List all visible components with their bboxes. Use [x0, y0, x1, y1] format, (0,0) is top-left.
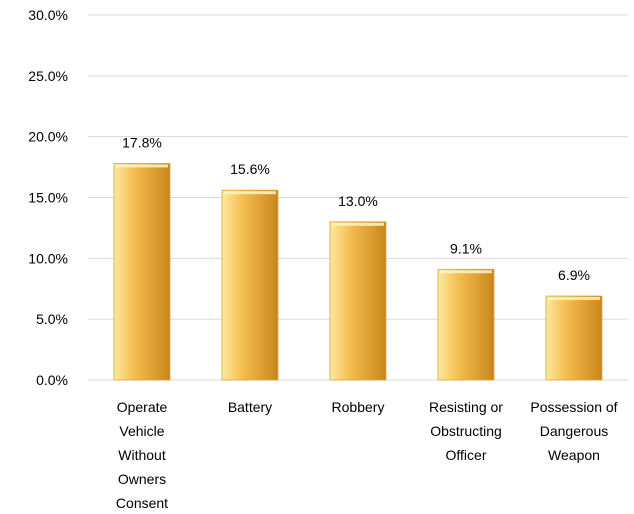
bars [113, 163, 603, 381]
x-tick-label-line: Operate [117, 399, 168, 415]
bar-highlight [332, 222, 384, 226]
x-tick-label: Battery [228, 399, 272, 415]
x-tick-label-line: Dangerous [540, 423, 609, 439]
data-label: 15.6% [230, 161, 270, 177]
x-tick-label-line: Resisting or [429, 399, 503, 415]
x-tick-label: Operate Vehicle Without Owners Consent [116, 399, 168, 511]
y-tick-label: 20.0% [28, 129, 68, 145]
data-label: 6.9% [558, 267, 590, 283]
x-tick-label: Resisting or Obstructing Officer [429, 399, 503, 463]
y-tick-label: 25.0% [28, 68, 68, 84]
bar [545, 295, 603, 381]
y-axis: 0.0% 5.0% 10.0% 15.0% 20.0% 25.0% 30.0% [28, 7, 68, 388]
x-tick-label-line: Vehicle [119, 423, 164, 439]
x-tick-label-line: Consent [116, 495, 168, 511]
x-axis: Operate Vehicle Without Owners Consent Batter… [116, 399, 618, 511]
y-tick-label: 15.0% [28, 190, 68, 206]
bar-highlight [440, 270, 492, 274]
data-label: 9.1% [450, 240, 482, 256]
x-tick-label-line: Battery [228, 399, 272, 415]
x-tick-label-line: Without [118, 447, 166, 463]
bar-highlight [224, 191, 276, 195]
bar [113, 163, 171, 381]
data-labels: 17.8% 15.6% 13.0% 9.1% 6.9% [122, 134, 590, 283]
bar [437, 268, 495, 381]
x-tick-label-line: Robbery [332, 399, 385, 415]
y-tick-label: 5.0% [36, 311, 68, 327]
bar-highlight [116, 164, 168, 168]
x-tick-label-line: Possession of [530, 399, 617, 415]
y-tick-label: 10.0% [28, 250, 68, 266]
x-tick-label: Possession of Dangerous Weapon [530, 399, 617, 463]
x-tick-label-line: Weapon [548, 447, 600, 463]
data-label: 17.8% [122, 134, 162, 150]
bar [221, 189, 279, 381]
x-tick-label-line: Owners [118, 471, 166, 487]
bar [329, 221, 387, 381]
x-tick-label-line: Officer [446, 447, 487, 463]
x-tick-label: Robbery [332, 399, 385, 415]
bar-highlight [548, 297, 600, 301]
data-label: 13.0% [338, 193, 378, 209]
y-tick-label: 0.0% [36, 372, 68, 388]
x-tick-label-line: Obstructing [430, 423, 502, 439]
y-tick-label: 30.0% [28, 7, 68, 23]
